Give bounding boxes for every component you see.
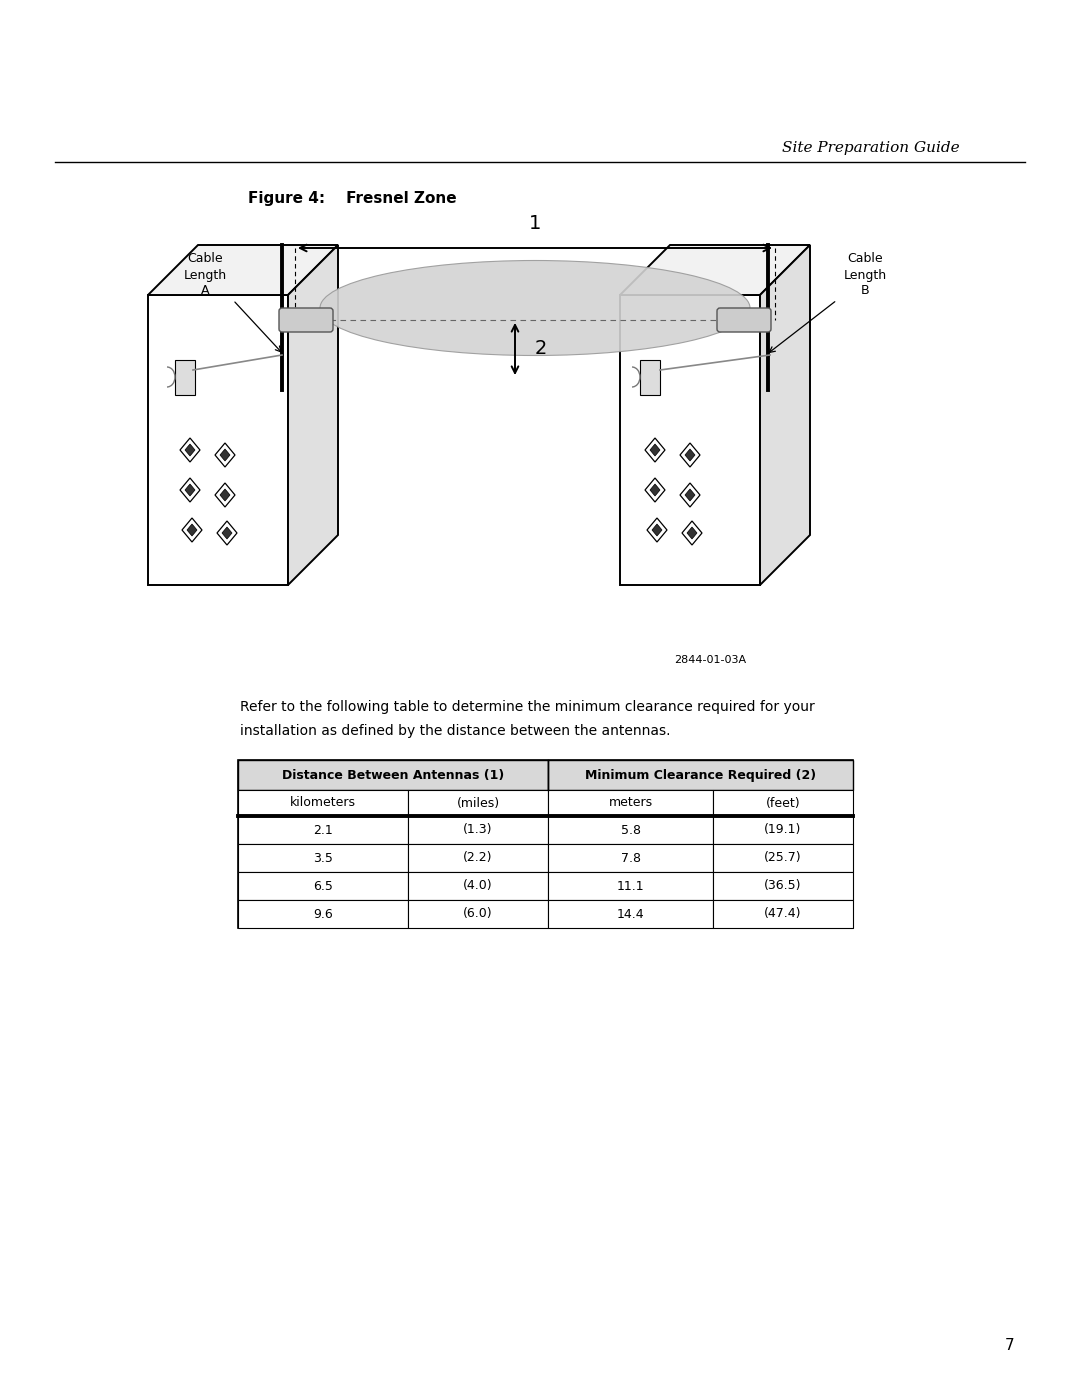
Bar	[238, 900, 408, 928]
Text: Cable
Length
B: Cable Length B	[843, 253, 887, 298]
Text: 7.8: 7.8	[621, 852, 640, 865]
Polygon shape	[185, 483, 195, 496]
Text: (4.0): (4.0)	[463, 880, 492, 893]
Text: (25.7): (25.7)	[765, 852, 801, 865]
Bar	[620, 295, 760, 585]
Polygon shape	[681, 521, 702, 545]
Polygon shape	[652, 524, 662, 536]
Bar	[548, 816, 713, 844]
Text: 5.8: 5.8	[621, 823, 640, 837]
Polygon shape	[220, 489, 230, 502]
Polygon shape	[220, 448, 230, 461]
Polygon shape	[180, 478, 200, 502]
Text: 2.1: 2.1	[313, 823, 333, 837]
Polygon shape	[148, 244, 338, 295]
Bar	[408, 789, 548, 816]
Text: meters: meters	[608, 796, 652, 809]
Bar	[238, 872, 408, 900]
Text: Distance Between Antennas (1): Distance Between Antennas (1)	[282, 768, 504, 781]
Polygon shape	[180, 439, 200, 462]
Polygon shape	[645, 439, 665, 462]
Bar	[408, 844, 548, 872]
Polygon shape	[650, 444, 660, 455]
Text: 7: 7	[1005, 1337, 1015, 1352]
Text: (1.3): (1.3)	[463, 823, 492, 837]
Text: 9.6: 9.6	[313, 908, 333, 921]
Bar	[238, 789, 408, 816]
Bar	[548, 900, 713, 928]
Polygon shape	[183, 518, 202, 542]
Bar	[238, 760, 548, 789]
Bar	[713, 900, 853, 928]
Text: 2844-01-03A: 2844-01-03A	[674, 655, 746, 665]
Text: 2: 2	[535, 339, 548, 359]
Polygon shape	[187, 524, 197, 536]
Bar	[238, 816, 408, 844]
Polygon shape	[680, 443, 700, 467]
Polygon shape	[222, 527, 232, 539]
Polygon shape	[185, 444, 195, 455]
Bar	[713, 844, 853, 872]
Text: Site Preparation Guide: Site Preparation Guide	[782, 141, 960, 155]
FancyBboxPatch shape	[279, 307, 333, 332]
Text: Figure 4:    Fresnel Zone: Figure 4: Fresnel Zone	[248, 190, 457, 205]
Text: Refer to the following table to determine the minimum clearance required for you: Refer to the following table to determin…	[240, 700, 814, 714]
Text: (2.2): (2.2)	[463, 852, 492, 865]
Polygon shape	[685, 489, 696, 502]
Text: (miles): (miles)	[457, 796, 500, 809]
Polygon shape	[215, 443, 235, 467]
Polygon shape	[647, 518, 667, 542]
Polygon shape	[620, 244, 810, 295]
Polygon shape	[645, 478, 665, 502]
Text: (47.4): (47.4)	[765, 908, 801, 921]
Bar	[408, 872, 548, 900]
Bar	[408, 816, 548, 844]
Polygon shape	[680, 483, 700, 507]
Bar	[548, 872, 713, 900]
FancyBboxPatch shape	[717, 307, 771, 332]
Ellipse shape	[320, 260, 750, 355]
Text: (19.1): (19.1)	[765, 823, 801, 837]
Polygon shape	[217, 521, 237, 545]
Bar	[238, 760, 853, 928]
Polygon shape	[685, 448, 696, 461]
Bar	[548, 844, 713, 872]
Polygon shape	[288, 244, 338, 585]
Polygon shape	[650, 483, 660, 496]
Text: kilometers: kilometers	[291, 796, 356, 809]
Bar	[175, 360, 195, 395]
Text: (36.5): (36.5)	[765, 880, 801, 893]
Bar	[713, 872, 853, 900]
Text: 3.5: 3.5	[313, 852, 333, 865]
Text: Cable
Length
A: Cable Length A	[184, 253, 227, 298]
Bar	[548, 789, 713, 816]
Polygon shape	[687, 527, 697, 539]
Bar	[238, 844, 408, 872]
Text: 6.5: 6.5	[313, 880, 333, 893]
Bar	[640, 360, 660, 395]
Bar	[713, 789, 853, 816]
Text: 14.4: 14.4	[617, 908, 645, 921]
Polygon shape	[215, 483, 235, 507]
Text: (6.0): (6.0)	[463, 908, 492, 921]
Text: 11.1: 11.1	[617, 880, 645, 893]
Polygon shape	[760, 244, 810, 585]
Text: (feet): (feet)	[766, 796, 800, 809]
Bar	[548, 760, 853, 789]
Text: 1: 1	[529, 214, 541, 233]
Bar	[713, 816, 853, 844]
Text: Minimum Clearance Required (2): Minimum Clearance Required (2)	[585, 768, 816, 781]
Bar	[148, 295, 288, 585]
Text: installation as defined by the distance between the antennas.: installation as defined by the distance …	[240, 724, 671, 738]
Bar	[408, 900, 548, 928]
